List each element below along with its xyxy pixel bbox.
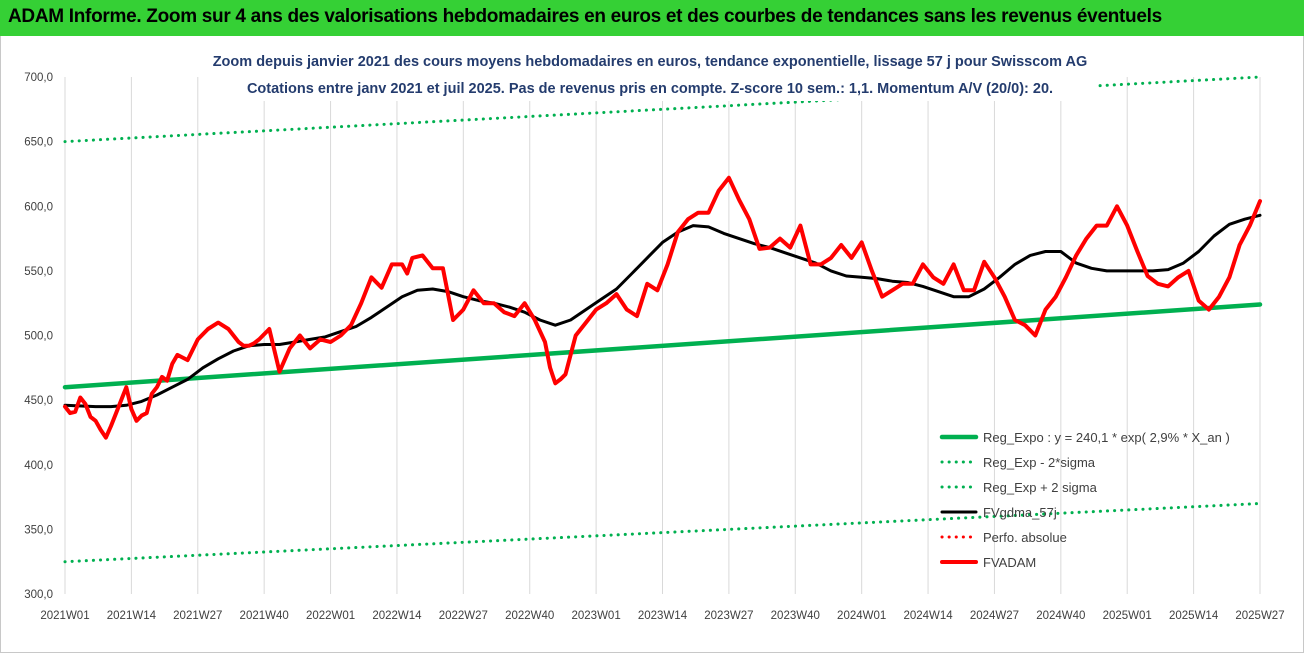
legend-label-reg-exp-2-sigma: Reg_Exp + 2 sigma — [983, 480, 1098, 495]
y-tick-label: 700,0 — [24, 72, 53, 84]
x-tick-label: 2023W40 — [771, 610, 820, 622]
y-tick-label: 500,0 — [24, 331, 53, 343]
y-axis-ticks: 300,0 350,0 400,0 450,0 500,0 550,0 600,0 650,0… — [24, 72, 53, 601]
series-line-fvgdma-57j — [63, 213, 1262, 409]
y-tick-label: 300,0 — [24, 589, 53, 601]
series-line-reg-expo-y-240-1-exp-2-9-x-an — [62, 302, 1263, 390]
x-tick-label: 2024W40 — [1036, 610, 1085, 622]
x-tick-label: 2021W27 — [173, 610, 222, 622]
y-tick-label: 650,0 — [24, 137, 53, 149]
legend-label-perfo-absolue: Perfo. absolue — [983, 530, 1067, 545]
x-tick-label: 2022W14 — [372, 610, 422, 622]
title-backdrop — [208, 44, 1096, 101]
x-tick-label: 2025W01 — [1103, 610, 1152, 622]
report-banner: ADAM Informe. Zoom sur 4 ans des valoris… — [0, 0, 1304, 36]
legend-label-fvadam: FVADAM — [983, 555, 1036, 570]
legend-label-fvgdma-57j: FVgdma_57j — [983, 505, 1057, 520]
legend-label-reg-exp-2-sigma: Reg_Exp - 2*sigma — [983, 455, 1096, 470]
chart-legend: Reg_Expo : y = 240,1 * exp( 2,9% * X_an … — [939, 430, 1230, 570]
x-tick-label: 2025W14 — [1169, 610, 1219, 622]
x-tick-label: 2023W27 — [704, 610, 753, 622]
x-tick-label: 2021W40 — [240, 610, 289, 622]
x-tick-label: 2022W01 — [306, 610, 355, 622]
y-tick-label: 350,0 — [24, 524, 53, 536]
x-axis-ticks: 2021W01 2021W14 2021W27 2021W40 2022W01 2022W… — [40, 610, 1284, 622]
x-tick-label: 2021W14 — [107, 610, 157, 622]
chart-background — [1, 36, 1301, 651]
vertical-gridlines — [64, 77, 1261, 594]
y-tick-label: 550,0 — [24, 266, 53, 278]
x-tick-label: 2024W14 — [903, 610, 953, 622]
y-tick-label: 400,0 — [24, 460, 53, 472]
x-tick-label: 2025W27 — [1235, 610, 1284, 622]
x-tick-label: 2022W27 — [439, 610, 488, 622]
chart-title: Zoom depuis janvier 2021 des cours moyen… — [213, 54, 1088, 70]
banner-title: ADAM Informe. Zoom sur 4 ans des valoris… — [8, 6, 1162, 27]
x-tick-label: 2024W01 — [837, 610, 886, 622]
x-tick-label: 2022W40 — [505, 610, 554, 622]
series-line-reg-exp-2-sigma — [63, 502, 1262, 564]
legend-label-reg-expo-y-240-1-exp-2-9-x-an: Reg_Expo : y = 240,1 * exp( 2,9% * X_an … — [983, 430, 1230, 445]
line-chart: 300,0 350,0 400,0 450,0 500,0 550,0 600,0 650,0… — [1, 36, 1301, 651]
series-line-fvadam — [63, 175, 1262, 440]
y-tick-label: 600,0 — [24, 201, 53, 213]
x-tick-label: 2021W01 — [40, 610, 89, 622]
x-tick-label: 2023W14 — [638, 610, 688, 622]
x-tick-label: 2023W01 — [571, 610, 620, 622]
series-line-reg-exp-2-sigma — [63, 75, 1262, 144]
y-tick-label: 450,0 — [24, 395, 53, 407]
chart-subtitle: Cotations entre janv 2021 et juil 2025. … — [247, 81, 1053, 97]
chart-series — [62, 75, 1263, 564]
x-tick-label: 2024W27 — [970, 610, 1019, 622]
